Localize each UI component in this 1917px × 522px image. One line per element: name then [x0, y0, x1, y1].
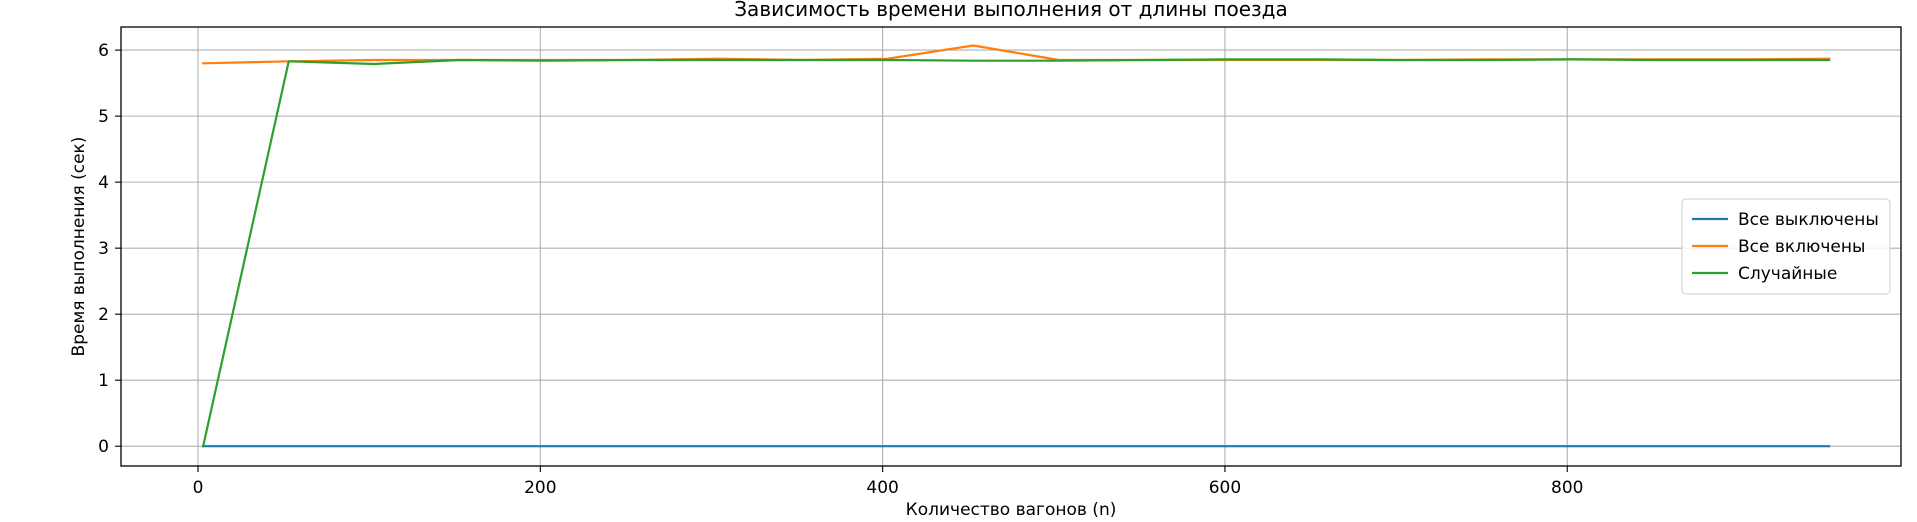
y-axis-title: Время выполнения (сек) — [69, 137, 89, 357]
y-tick-label: 5 — [98, 107, 109, 127]
series-lines — [201, 44, 1831, 448]
x-tick-label: 200 — [524, 478, 556, 498]
legend-label: Все выключены — [1738, 210, 1879, 230]
y-axis-ticks: 0 1 2 3 4 5 6 — [98, 41, 121, 457]
y-tick-label: 3 — [98, 239, 109, 259]
y-tick-label: 6 — [98, 41, 109, 61]
plot-frame — [120, 26, 1902, 467]
x-tick-label: 600 — [1209, 478, 1241, 498]
legend-label: Случайные — [1738, 264, 1837, 284]
x-tick-label: 0 — [193, 478, 204, 498]
y-tick-label: 0 — [98, 437, 109, 457]
chart-title: Зависимость времени выполнения от длины … — [734, 0, 1288, 21]
legend-box — [1681, 198, 1891, 295]
x-tick-label: 800 — [1551, 478, 1583, 498]
grid — [121, 27, 1901, 466]
y-tick-label: 4 — [98, 173, 109, 193]
x-tick-label: 400 — [866, 478, 898, 498]
legend: Все выключены Все включены Случайные — [1681, 198, 1891, 295]
x-axis-title: Количество вагонов (n) — [906, 500, 1117, 520]
y-tick-label: 1 — [98, 371, 109, 391]
legend-label: Все включены — [1738, 237, 1865, 257]
y-tick-label: 2 — [98, 305, 109, 325]
x-axis-ticks: 0 200 400 600 800 — [193, 466, 1583, 498]
series-line-3 — [201, 58, 1831, 448]
